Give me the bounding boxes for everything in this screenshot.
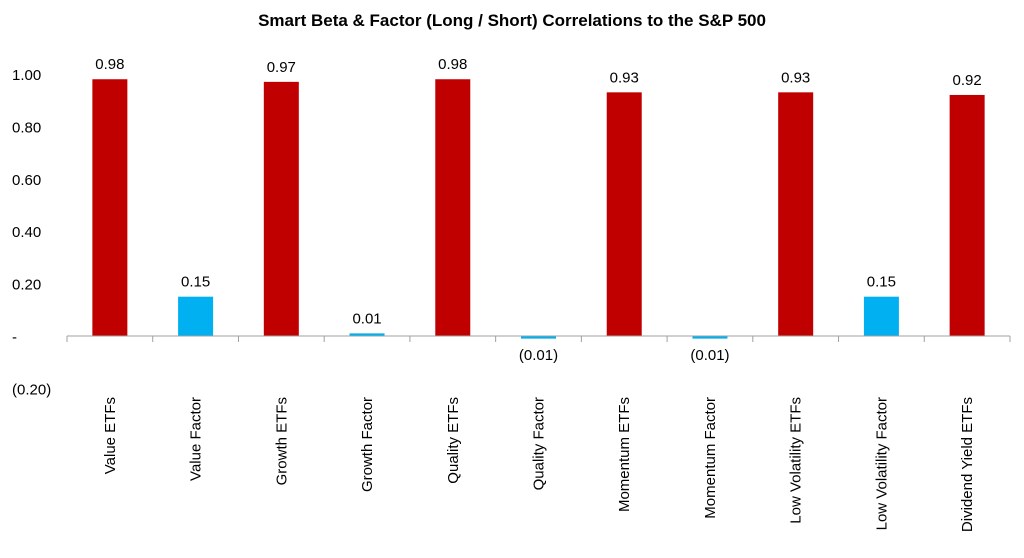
data-label: (0.01) (690, 347, 729, 364)
data-label: 0.98 (438, 56, 467, 73)
data-label: 0.15 (867, 274, 896, 291)
category-label: Low Volatility ETFs (788, 397, 805, 524)
bar-10 (863, 296, 899, 336)
category-label: Growth Factor (359, 397, 376, 492)
y-tick-label: (0.20) (12, 381, 51, 398)
category-label: Momentum ETFs (616, 397, 633, 512)
y-tick-label: 1.00 (12, 67, 41, 84)
y-axis-ticks: 1.00 0.80 0.60 0.40 0.20 - (0.20) (12, 67, 51, 398)
y-tick-label: 0.20 (12, 277, 41, 294)
bar-1 (92, 79, 128, 337)
bars (92, 79, 985, 339)
y-tick-label: - (12, 329, 17, 346)
data-label: 0.01 (352, 310, 381, 327)
y-tick-label: 0.80 (12, 119, 41, 136)
bar-3 (263, 81, 299, 336)
data-labels: 0.98 0.15 0.97 0.01 0.98 (0.01) 0.93 (0.01) 0.93… (95, 56, 981, 364)
bar-8 (692, 336, 728, 339)
x-axis (66, 335, 1011, 342)
data-label: (0.01) (519, 347, 558, 364)
category-label: Growth ETFs (273, 397, 290, 485)
chart-title: Smart Beta & Factor (Long / Short) Corre… (258, 11, 766, 30)
data-label: 0.93 (781, 69, 810, 86)
bar-9 (778, 92, 814, 336)
bar-2 (178, 296, 214, 336)
bar-4 (349, 333, 385, 336)
category-label: Low Volatility Factor (873, 397, 890, 530)
data-label: 0.98 (95, 56, 124, 73)
category-label: Dividend Yield ETFs (959, 397, 976, 532)
data-label: 0.97 (267, 59, 296, 76)
category-label: Value ETFs (102, 397, 119, 474)
data-label: 0.15 (181, 274, 210, 291)
y-tick-label: 0.40 (12, 224, 41, 241)
data-label: 0.92 (953, 72, 982, 89)
category-label: Momentum Factor (702, 397, 719, 519)
category-labels: Value ETFs Value Factor Growth ETFs Growth … (102, 397, 976, 532)
category-label: Value Factor (188, 397, 205, 481)
data-label: 0.93 (610, 69, 639, 86)
category-label: Quality Factor (531, 397, 548, 490)
y-tick-label: 0.60 (12, 172, 41, 189)
category-label: Quality ETFs (445, 397, 462, 484)
bar-5 (435, 79, 471, 337)
bar-11 (949, 94, 985, 337)
bar-7 (606, 92, 642, 336)
bar-6 (521, 336, 556, 339)
